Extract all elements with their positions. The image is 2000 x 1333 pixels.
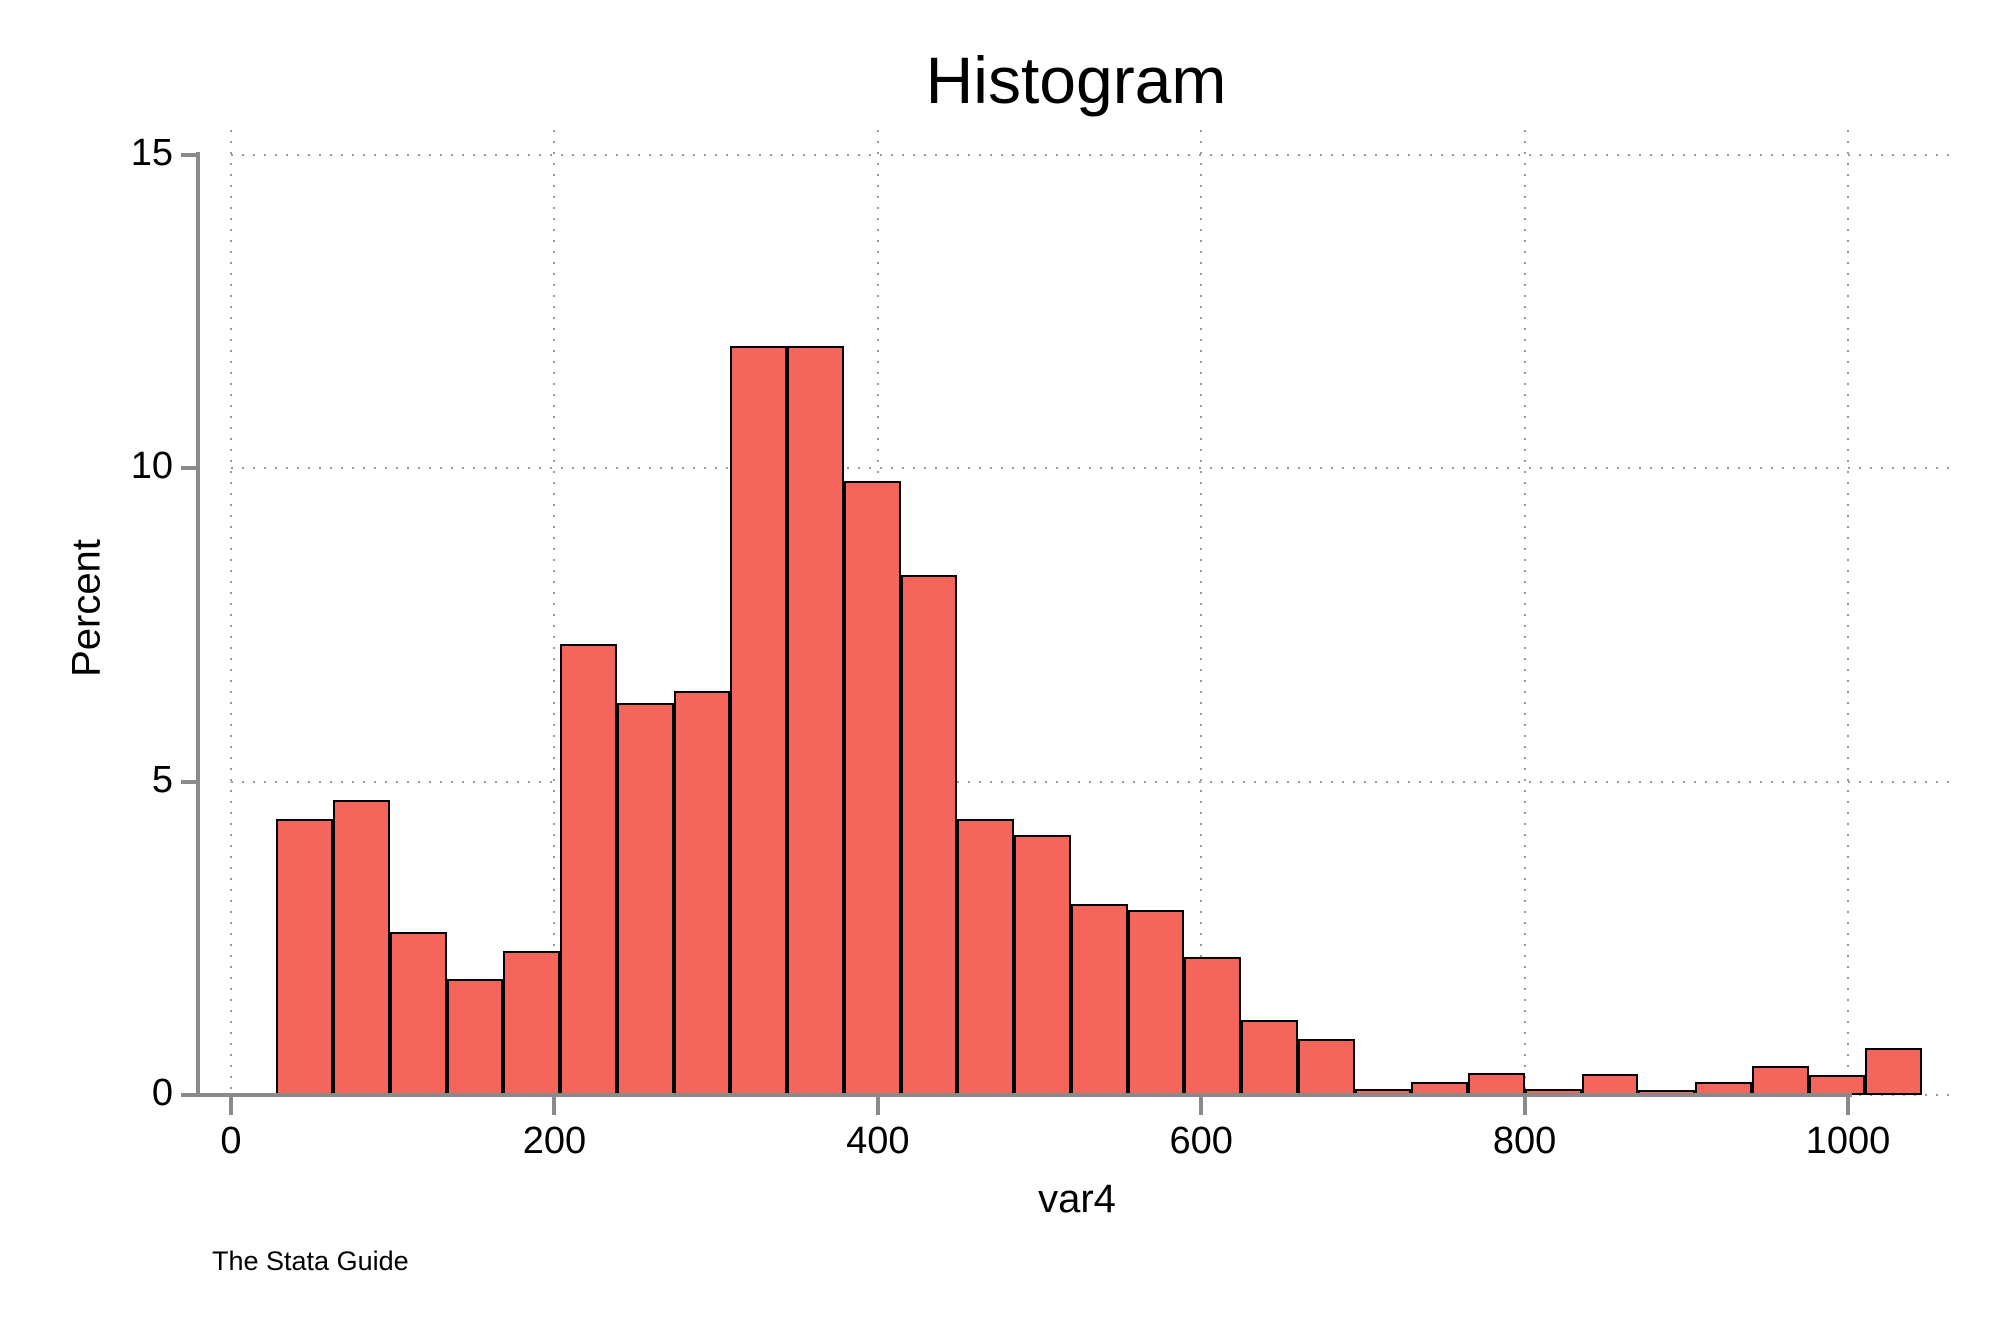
- histogram-bar: [787, 345, 844, 1095]
- y-tick-label: 15: [130, 131, 173, 174]
- x-tick-label: 0: [220, 1120, 242, 1162]
- y-tick-mark: [181, 1093, 198, 1097]
- y-axis-line: [196, 152, 200, 1097]
- histogram-bar: [1070, 903, 1128, 1095]
- histogram-bar: [730, 345, 788, 1095]
- histogram-bar: [333, 800, 390, 1095]
- x-tick-label: 600: [1169, 1120, 1233, 1162]
- x-tick-label: 200: [522, 1120, 587, 1162]
- histogram-bar: [503, 950, 561, 1095]
- histogram-bar: [843, 480, 901, 1095]
- histogram-bar: [446, 979, 504, 1095]
- y-tick-mark: [181, 152, 198, 157]
- histogram-bar: [1241, 1019, 1298, 1095]
- histogram-bar: [1808, 1074, 1866, 1095]
- x-tick-mark: [1522, 1097, 1527, 1115]
- x-tick-label: 400: [846, 1120, 910, 1162]
- histogram-bar: [276, 819, 334, 1095]
- y-tick-label: 0: [151, 1071, 173, 1114]
- x-tick-mark: [875, 1097, 880, 1115]
- histogram-bar: [1865, 1047, 1923, 1095]
- histogram-bar: [616, 703, 674, 1095]
- histogram-bar: [389, 931, 447, 1095]
- x-tick-mark: [1846, 1097, 1850, 1115]
- x-tick-mark: [229, 1097, 233, 1115]
- histogram-bar: [1751, 1065, 1809, 1095]
- horizontal-gridline: [231, 780, 1953, 783]
- chart-title: Histogram: [925, 43, 1227, 117]
- x-axis-title: var4: [1038, 1177, 1116, 1221]
- horizontal-gridline: [231, 153, 1953, 156]
- x-tick-label: 800: [1492, 1120, 1557, 1162]
- histogram-bar: [1014, 834, 1071, 1095]
- watermark-text: The Stata Guide: [212, 1246, 409, 1276]
- vertical-gridline: [1523, 130, 1526, 1095]
- y-tick-label: 5: [151, 758, 173, 801]
- histogram-bar: [1127, 910, 1185, 1095]
- histogram-bar: [1184, 957, 1242, 1095]
- vertical-gridline: [1200, 130, 1203, 1095]
- x-tick-mark: [1199, 1097, 1204, 1115]
- histogram-bar: [1581, 1074, 1639, 1095]
- x-tick-mark: [552, 1097, 557, 1115]
- histogram-bar: [957, 819, 1015, 1095]
- histogram-bar: [673, 690, 731, 1095]
- x-axis-line: [196, 1093, 1852, 1097]
- y-tick-mark: [181, 779, 198, 784]
- histogram-bar: [900, 574, 958, 1095]
- vertical-gridline: [553, 130, 556, 1095]
- horizontal-gridline: [231, 467, 1953, 469]
- histogram-bar: [1297, 1038, 1355, 1095]
- vertical-gridline: [230, 130, 232, 1095]
- vertical-gridline: [1847, 130, 1849, 1095]
- histogram-bar: [1468, 1073, 1525, 1095]
- x-tick-label: 1000: [1805, 1120, 1891, 1162]
- histogram-bar: [560, 643, 617, 1095]
- y-tick-label: 10: [130, 444, 173, 487]
- y-tick-mark: [181, 466, 198, 470]
